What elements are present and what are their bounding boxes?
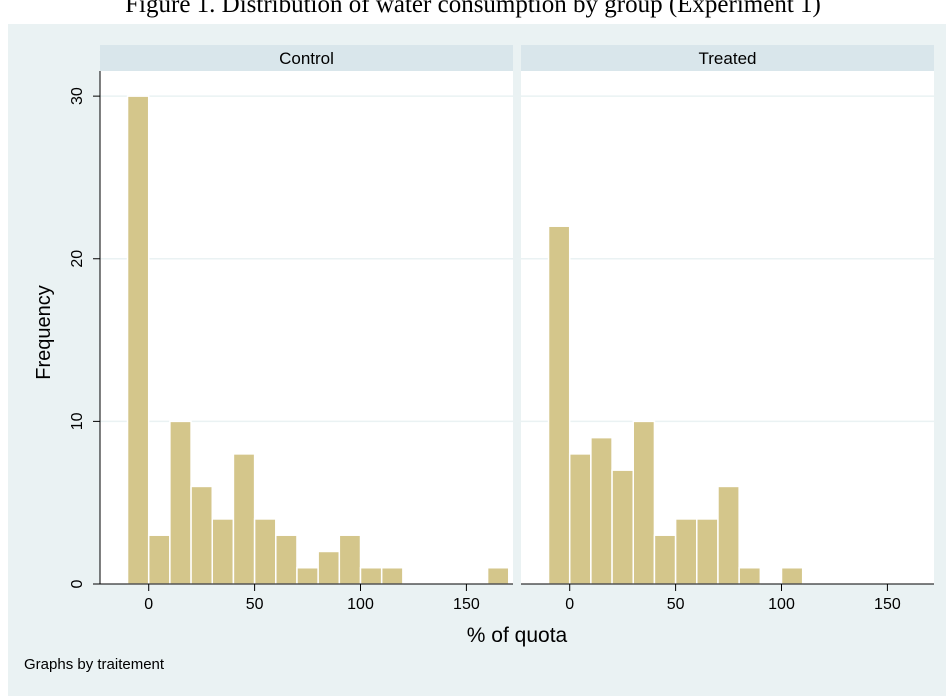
plot-region: Control 0 50 100 150 Treated 0 50 100 150 0 10 20 30 F… bbox=[8, 24, 946, 696]
histogram-bar-control bbox=[253, 518, 277, 585]
x-tick-label-treated: 100 bbox=[768, 596, 795, 613]
histogram-bar-treated bbox=[696, 518, 719, 585]
x-tick-label-control: 0 bbox=[144, 596, 153, 613]
figure-title: Figure 1. Distribution of water consumpt… bbox=[125, 0, 821, 18]
panel-plot-area-control bbox=[100, 71, 513, 584]
histogram-bar-treated bbox=[780, 566, 804, 585]
histogram-bar-control bbox=[275, 534, 298, 585]
histogram-bar-treated bbox=[653, 534, 677, 585]
histogram-bar-control bbox=[296, 566, 319, 585]
y-tick-label: 0 bbox=[69, 579, 86, 588]
panel-header-control bbox=[100, 45, 513, 71]
panel-header-treated bbox=[521, 45, 934, 71]
histogram-bar-control bbox=[338, 534, 362, 585]
histogram-bar-treated bbox=[717, 485, 740, 585]
histogram-bar-control bbox=[211, 518, 235, 585]
histogram-bar-treated bbox=[590, 436, 613, 585]
graphs-by-note: Graphs by traitement bbox=[24, 656, 165, 673]
histogram-bar-control bbox=[232, 453, 256, 585]
y-tick-label: 30 bbox=[69, 87, 86, 105]
histogram-bar-control bbox=[380, 566, 404, 585]
panel-title-control: Control bbox=[279, 49, 334, 68]
y-tick-label: 20 bbox=[69, 250, 86, 268]
histogram-bar-treated bbox=[738, 566, 762, 585]
histogram-bar-control bbox=[147, 534, 171, 585]
histogram-chart: Control 0 50 100 150 Treated 0 50 100 150 0 10 20 30 F… bbox=[24, 45, 934, 673]
histogram-bar-treated bbox=[568, 453, 592, 585]
y-tick-label: 10 bbox=[69, 412, 86, 430]
y-axis-title: Frequency bbox=[33, 285, 55, 380]
histogram-bar-treated bbox=[674, 518, 698, 585]
histogram-bar-control bbox=[486, 566, 510, 585]
panel-title-treated: Treated bbox=[699, 49, 757, 68]
x-tick-label-treated: 150 bbox=[874, 596, 901, 613]
x-axis-title: % of quota bbox=[467, 624, 568, 647]
x-tick-label-control: 150 bbox=[453, 596, 480, 613]
x-tick-label-control: 50 bbox=[246, 596, 264, 613]
histogram-bar-treated bbox=[611, 469, 635, 585]
x-tick-label-treated: 50 bbox=[667, 596, 685, 613]
histogram-bar-control bbox=[190, 485, 214, 585]
x-tick-label-treated: 0 bbox=[565, 596, 574, 613]
histogram-bar-control bbox=[126, 95, 150, 585]
x-tick-label-control: 100 bbox=[347, 596, 374, 613]
histogram-bar-control bbox=[359, 566, 383, 585]
histogram-bar-control bbox=[169, 420, 192, 585]
histogram-bar-treated bbox=[632, 420, 656, 585]
histogram-bar-treated bbox=[547, 225, 571, 585]
histogram-bar-control bbox=[317, 550, 341, 585]
